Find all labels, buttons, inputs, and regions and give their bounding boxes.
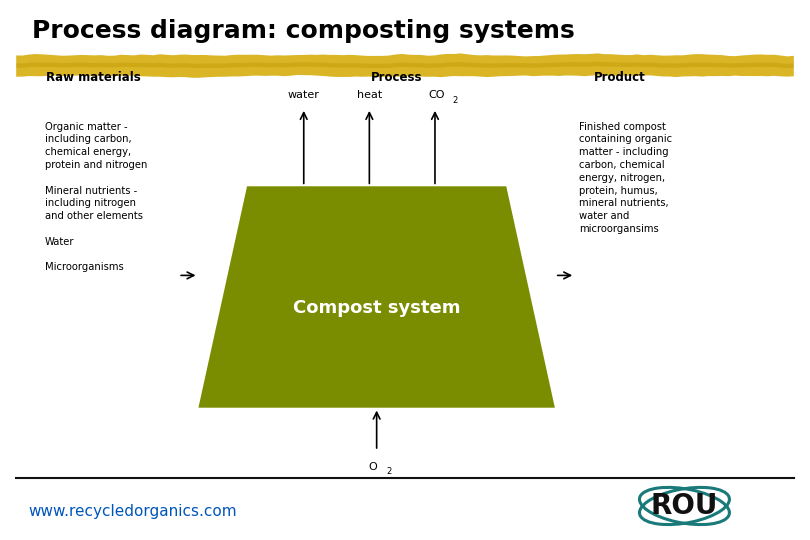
Text: water: water xyxy=(288,90,320,100)
Text: 2: 2 xyxy=(453,96,458,105)
Text: Product: Product xyxy=(594,71,646,84)
Polygon shape xyxy=(16,62,794,68)
Text: Process: Process xyxy=(371,71,423,84)
Text: O: O xyxy=(369,462,377,472)
Text: ROU: ROU xyxy=(650,492,718,520)
Text: heat: heat xyxy=(356,90,382,100)
Text: Organic matter -
including carbon,
chemical energy,
protein and nitrogen

Minera: Organic matter - including carbon, chemi… xyxy=(45,122,147,272)
Text: Raw materials: Raw materials xyxy=(46,71,140,84)
Text: Process diagram: composting systems: Process diagram: composting systems xyxy=(32,19,575,43)
Text: 2: 2 xyxy=(386,467,391,476)
Text: Finished compost
containing organic
matter - including
carbon, chemical
energy, : Finished compost containing organic matt… xyxy=(579,122,672,234)
Polygon shape xyxy=(198,186,555,408)
Text: CO: CO xyxy=(428,90,445,100)
Polygon shape xyxy=(16,53,794,78)
Text: www.recycledorganics.com: www.recycledorganics.com xyxy=(28,504,237,519)
Text: Compost system: Compost system xyxy=(293,299,460,317)
